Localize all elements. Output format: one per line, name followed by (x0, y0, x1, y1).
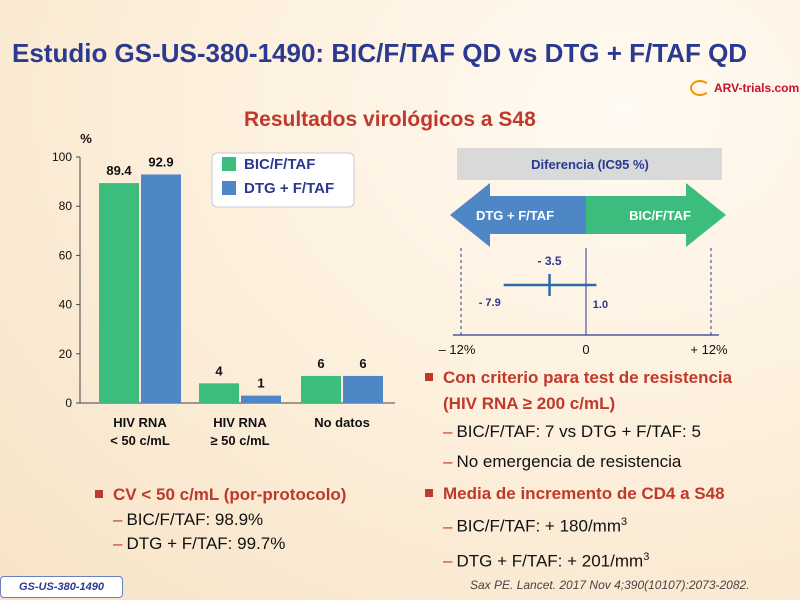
bar-data-label: 6 (359, 356, 366, 371)
bar-data-label: 92.9 (148, 154, 173, 169)
bar-data-label: 6 (317, 356, 324, 371)
forest-plot: Diferencia (IC95 %) DTG + F/TAF BIC/F/TAF -… (439, 148, 728, 357)
bar (141, 174, 181, 403)
bullet-square-icon (425, 488, 433, 497)
x-category-label: No datos (314, 415, 370, 430)
slide-title: Estudio GS-US-380-1490: BIC/F/TAF QD vs … (12, 38, 748, 68)
resistance-heading-line-1: Con criterio para test de resistencia (443, 368, 733, 387)
y-tick-label: 40 (59, 298, 73, 312)
arv-trials-logo: ARV-trials.com (690, 80, 799, 96)
bullet-square-icon (95, 489, 103, 498)
forest-header: Diferencia (IC95 %) (531, 157, 649, 172)
right-arrow-icon (586, 183, 726, 247)
resistance-bullet: Con criterio para test de resistencia (H… (425, 365, 795, 477)
forest-axis-label: 0 (582, 342, 589, 357)
cd4-bullet: Media de incremento de CD4 a S48 – BIC/F/… (425, 481, 795, 576)
right-arrow-label: BIC/F/TAF (629, 208, 691, 223)
y-axis-label: % (80, 131, 92, 146)
bar-data-label: 4 (215, 363, 223, 378)
cd4-item-sup: 3 (643, 550, 650, 563)
bar-data-label: 1 (257, 376, 264, 391)
bar-data-label: 89.4 (106, 163, 132, 178)
left-arrow-label: DTG + F/TAF (476, 208, 554, 223)
x-category-label: HIV RNA (113, 415, 167, 430)
bar (301, 375, 341, 403)
study-tag: GS-US-380-1490 (0, 576, 123, 598)
legend-label: DTG + F/TAF (244, 180, 334, 197)
ci-low-label: - 7.9 (479, 297, 501, 309)
x-category-label: < 50 c/mL (110, 433, 170, 448)
legend-box (211, 152, 355, 208)
left-bullet-item: – DTG + F/TAF: 99.7% (113, 534, 286, 553)
cd4-item-text: BIC/F/TAF: + 180/mm (456, 516, 621, 536)
y-tick-label: 100 (52, 150, 72, 164)
legend-swatch (222, 157, 236, 171)
legend-label: BIC/F/TAF (244, 156, 315, 173)
cd4-item: – DTG + F/TAF: + 201/mm3 (443, 550, 650, 571)
left-arrow-icon (450, 183, 586, 247)
resistance-heading-line-2: (HIV RNA ≥ 200 c/mL) (443, 394, 616, 413)
left-bullet: CV < 50 c/mL (por-protocolo) – BIC/F/TAF:… (95, 482, 415, 556)
cd4-heading: Media de incremento de CD4 a S48 (443, 484, 725, 503)
left-bullet-item-text: BIC/F/TAF: 98.9% (126, 510, 264, 529)
y-tick-label: 0 (65, 396, 72, 410)
x-category-label: HIV RNA (213, 415, 267, 430)
bar (99, 183, 139, 403)
right-bullets: Con criterio para test de resistencia (H… (425, 365, 795, 576)
left-bullet-item: – BIC/F/TAF: 98.9% (113, 510, 264, 529)
point-label: - 3.5 (538, 254, 562, 268)
left-bullet-item-text: DTG + F/TAF: 99.7% (126, 534, 286, 553)
cd4-item-sup: 3 (621, 516, 628, 528)
left-bullet-heading: CV < 50 c/mL (por-protocolo) (113, 485, 347, 504)
forest-header-box (457, 148, 722, 180)
cd4-item: – BIC/F/TAF: + 180/mm3 (443, 516, 628, 536)
legend-swatch (222, 181, 236, 195)
bar (343, 375, 383, 403)
cd4-item-text: DTG + F/TAF: + 201/mm (456, 551, 644, 571)
bullet-square-icon (425, 372, 433, 381)
bar (199, 383, 239, 403)
legend: BIC/F/TAF DTG + F/TAF (211, 152, 355, 208)
logo-swirl-icon (690, 80, 710, 96)
x-category-label: ≥ 50 c/mL (210, 433, 269, 448)
resistance-item: – No emergencia de resistencia (443, 452, 682, 471)
bar (241, 395, 281, 403)
y-tick-label: 60 (59, 248, 73, 262)
citation: Sax PE. Lancet. 2017 Nov 4;390(10107):20… (470, 578, 750, 592)
logo-text: ARV-trials.com (714, 81, 800, 95)
forest-axis-label: – 12% (439, 342, 476, 357)
y-tick-label: 20 (59, 347, 73, 361)
slide-subtitle: Resultados virológicos a S48 (244, 108, 536, 131)
y-tick-label: 80 (59, 199, 73, 213)
resistance-item-text: BIC/F/TAF: 7 vs DTG + F/TAF: 5 (456, 422, 701, 441)
forest-axis-label: + 12% (690, 342, 728, 357)
bar-chart: % 0 20 40 60 80 100 89.4 4 6 92.9 1 6 HIV RNA < 50 c/m… (52, 131, 395, 448)
resistance-item-text: No emergencia de resistencia (456, 452, 682, 471)
ci-high-label: 1.0 (593, 299, 608, 311)
resistance-item: – BIC/F/TAF: 7 vs DTG + F/TAF: 5 (443, 422, 701, 441)
